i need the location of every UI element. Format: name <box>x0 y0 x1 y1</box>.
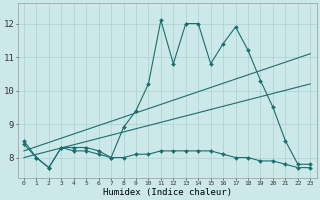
X-axis label: Humidex (Indice chaleur): Humidex (Indice chaleur) <box>103 188 232 197</box>
